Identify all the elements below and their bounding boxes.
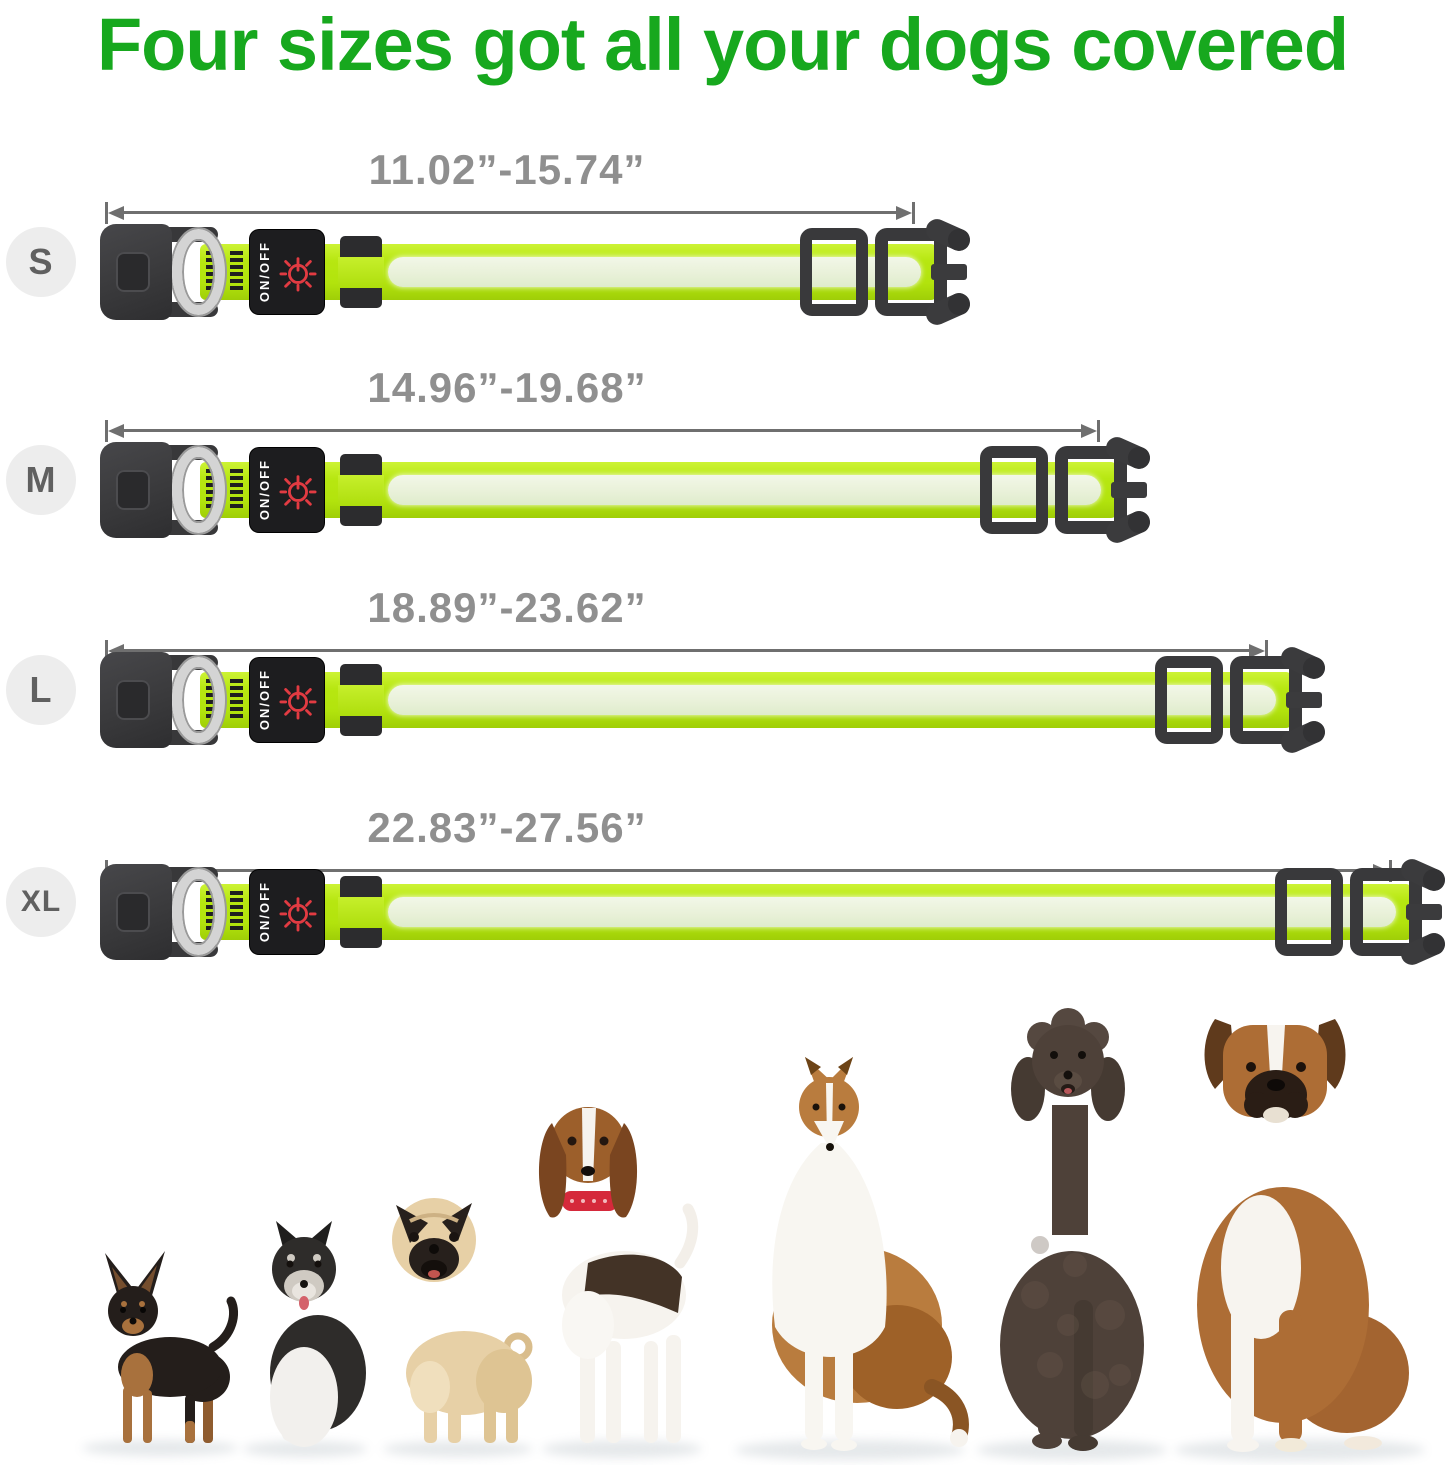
collar-size-xl: ON/OFF [100, 855, 1445, 969]
size-badge-label: L [29, 669, 53, 710]
d-ring [172, 869, 225, 955]
light-power-icon [279, 685, 317, 720]
size-badge-s: S [6, 227, 76, 297]
buckle-female [100, 652, 172, 748]
d-ring [172, 657, 225, 743]
dog-shetland-sheepdog [772, 1057, 969, 1451]
dimension-label-l: 18.89”-23.62” [367, 584, 647, 631]
strap-slider [1155, 656, 1223, 744]
keeper-loop [338, 664, 384, 736]
light-power-icon [279, 257, 317, 292]
onoff-label-tag: ON/OFF [250, 658, 324, 742]
onoff-label-tag: ON/OFF [250, 230, 324, 314]
led-strip [388, 897, 1396, 927]
dog-beagle [538, 1107, 699, 1443]
dimension-label-s: 11.02”-15.74” [368, 146, 646, 193]
size-badge-m: M [6, 445, 76, 515]
dog-yorkshire-terrier [270, 1221, 366, 1447]
collar-size-l: ON/OFF [100, 643, 1329, 757]
dimension-arrow-s [105, 202, 915, 224]
light-power-icon [279, 897, 317, 932]
strap-slider [800, 228, 868, 316]
dog-pug [392, 1198, 533, 1443]
size-badge-label: S [28, 241, 54, 282]
dimension-arrow-m [105, 420, 1100, 442]
keeper-loop [338, 454, 384, 526]
strap-slider [1275, 868, 1343, 956]
buckle-prong-center [1111, 482, 1147, 498]
buckle-female [100, 864, 172, 960]
onoff-text: ON/OFF [257, 241, 272, 303]
stitch-mark [230, 251, 243, 293]
size-badge-xl: XL [6, 867, 76, 937]
dimension-label-m: 14.96”-19.68” [367, 364, 647, 411]
buckle-female [100, 224, 172, 320]
d-ring [172, 447, 225, 533]
collar-size-s: ON/OFF [100, 215, 974, 329]
dog-boxer [1197, 1019, 1409, 1452]
light-power-icon [279, 475, 317, 510]
buckle-female [100, 442, 172, 538]
page-title: Four sizes got all your dogs covered [96, 3, 1349, 86]
led-strip [388, 257, 921, 287]
keeper-loop [338, 876, 384, 948]
led-strip [388, 685, 1276, 715]
dimension-label-xl: 22.83”-27.56” [367, 804, 647, 851]
onoff-label-tag: ON/OFF [250, 870, 324, 954]
stitch-mark [230, 469, 243, 511]
size-badge-l: L [6, 655, 76, 725]
onoff-text: ON/OFF [257, 459, 272, 521]
buckle-prong-center [1286, 692, 1322, 708]
onoff-label-tag: ON/OFF [250, 448, 324, 532]
dog-poodle [1000, 1008, 1144, 1451]
buckle-prong-center [1406, 904, 1442, 920]
dog-chihuahua [105, 1251, 239, 1443]
keeper-loop [338, 236, 384, 308]
size-badge-label: M [25, 459, 57, 500]
strap-slider [980, 446, 1048, 534]
stitch-mark [230, 679, 243, 721]
d-ring [172, 229, 225, 315]
floor-reflections [82, 1439, 1425, 1461]
dogs-lineup [82, 1008, 1425, 1461]
buckle-prong-center [931, 264, 967, 280]
onoff-text: ON/OFF [257, 881, 272, 943]
stitch-mark [230, 891, 243, 933]
collar-size-m: ON/OFF [100, 433, 1154, 547]
size-badge-label: XL [20, 885, 62, 918]
onoff-text: ON/OFF [257, 669, 272, 731]
